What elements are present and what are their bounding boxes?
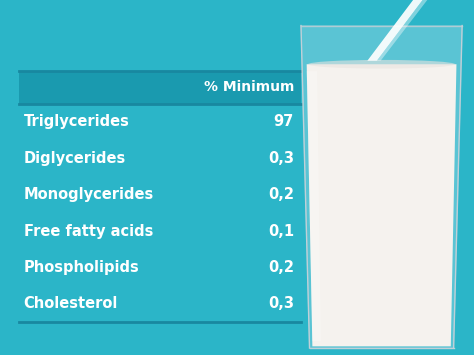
Text: 97: 97 <box>273 114 294 129</box>
Bar <box>19 176 301 213</box>
Polygon shape <box>307 71 321 341</box>
Bar <box>19 140 301 176</box>
Text: Monoglycerides: Monoglycerides <box>24 187 154 202</box>
Polygon shape <box>377 0 429 61</box>
Bar <box>19 213 301 249</box>
Text: % Minimum: % Minimum <box>203 80 294 94</box>
Bar <box>19 104 301 140</box>
Text: Diglycerides: Diglycerides <box>24 151 126 166</box>
Text: 0,1: 0,1 <box>268 224 294 239</box>
Text: 0,3: 0,3 <box>268 296 294 311</box>
Polygon shape <box>367 0 424 61</box>
Text: 0,3: 0,3 <box>268 151 294 166</box>
Bar <box>19 286 301 322</box>
Text: Free fatty acids: Free fatty acids <box>24 224 153 239</box>
Text: 0,2: 0,2 <box>268 187 294 202</box>
Text: 0,2: 0,2 <box>268 260 294 275</box>
Bar <box>19 71 301 104</box>
Text: Triglycerides: Triglycerides <box>24 114 129 129</box>
Text: Phospholipids: Phospholipids <box>24 260 139 275</box>
Bar <box>19 249 301 286</box>
Ellipse shape <box>308 60 455 69</box>
Polygon shape <box>307 64 456 346</box>
Text: Cholesterol: Cholesterol <box>24 296 118 311</box>
Polygon shape <box>301 26 462 348</box>
